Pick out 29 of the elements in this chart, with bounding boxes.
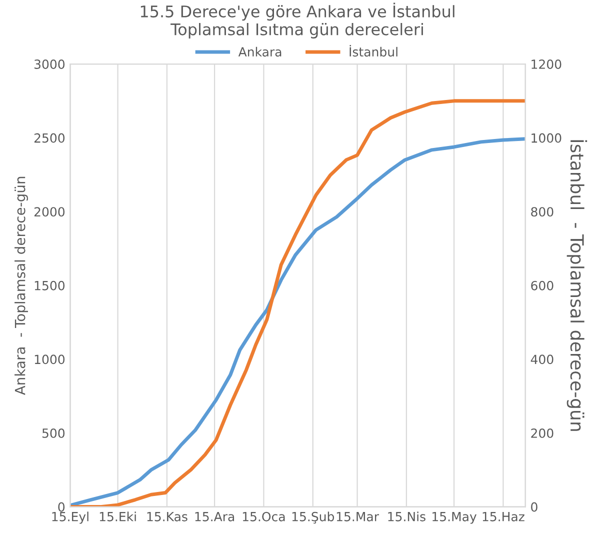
y2-tick-label: 1000 — [532, 133, 562, 143]
y2-tick-label: 1200 — [532, 59, 562, 69]
y-tick-label: 3000 — [34, 59, 65, 69]
x-tick-label: 15.Mar — [336, 512, 380, 522]
y2-tick-label: 800 — [531, 207, 554, 217]
y2-tick-label: 600 — [531, 280, 554, 290]
y-tick-label: 2500 — [34, 133, 65, 143]
y-tick-label: 1500 — [34, 280, 65, 290]
x-tick-label: 15.Eyl — [52, 512, 88, 524]
x-tick-label: 15.Ara — [195, 512, 234, 522]
y-tick-label: 0 — [58, 502, 65, 512]
legend-label: İstanbul — [350, 45, 398, 57]
y2-axis-title: İstanbul - Toplamsal derece-gün — [566, 140, 588, 431]
y2-tick-label: 200 — [531, 428, 554, 438]
x-tick-label: 15.Eki — [100, 512, 136, 522]
legend-label: Ankara — [238, 46, 282, 57]
y2-tick-label: 0 — [531, 502, 538, 512]
x-tick-label: 15.Nis — [388, 512, 426, 522]
y-tick-label: 500 — [42, 428, 65, 438]
x-tick-label: 15.Kas — [147, 512, 188, 522]
y2-tick-label: 400 — [530, 354, 554, 364]
chart-title: 15.5 Derece'ye göre Ankara ve İstanbul Toplamsal Isıtma gün dereceleri — [140, 2, 454, 38]
x-tick-label: 15.Oca — [242, 512, 285, 522]
x-tick-label: 15.Şub — [292, 512, 334, 524]
x-tick-label: 15.Haz — [482, 512, 524, 522]
y-tick-label: 2000 — [34, 207, 65, 217]
x-tick-label: 15.May — [432, 512, 477, 524]
y-axis-title: Ankara - Toplamsal derece-gün — [14, 176, 28, 395]
y-tick-label: 1000 — [34, 354, 65, 364]
